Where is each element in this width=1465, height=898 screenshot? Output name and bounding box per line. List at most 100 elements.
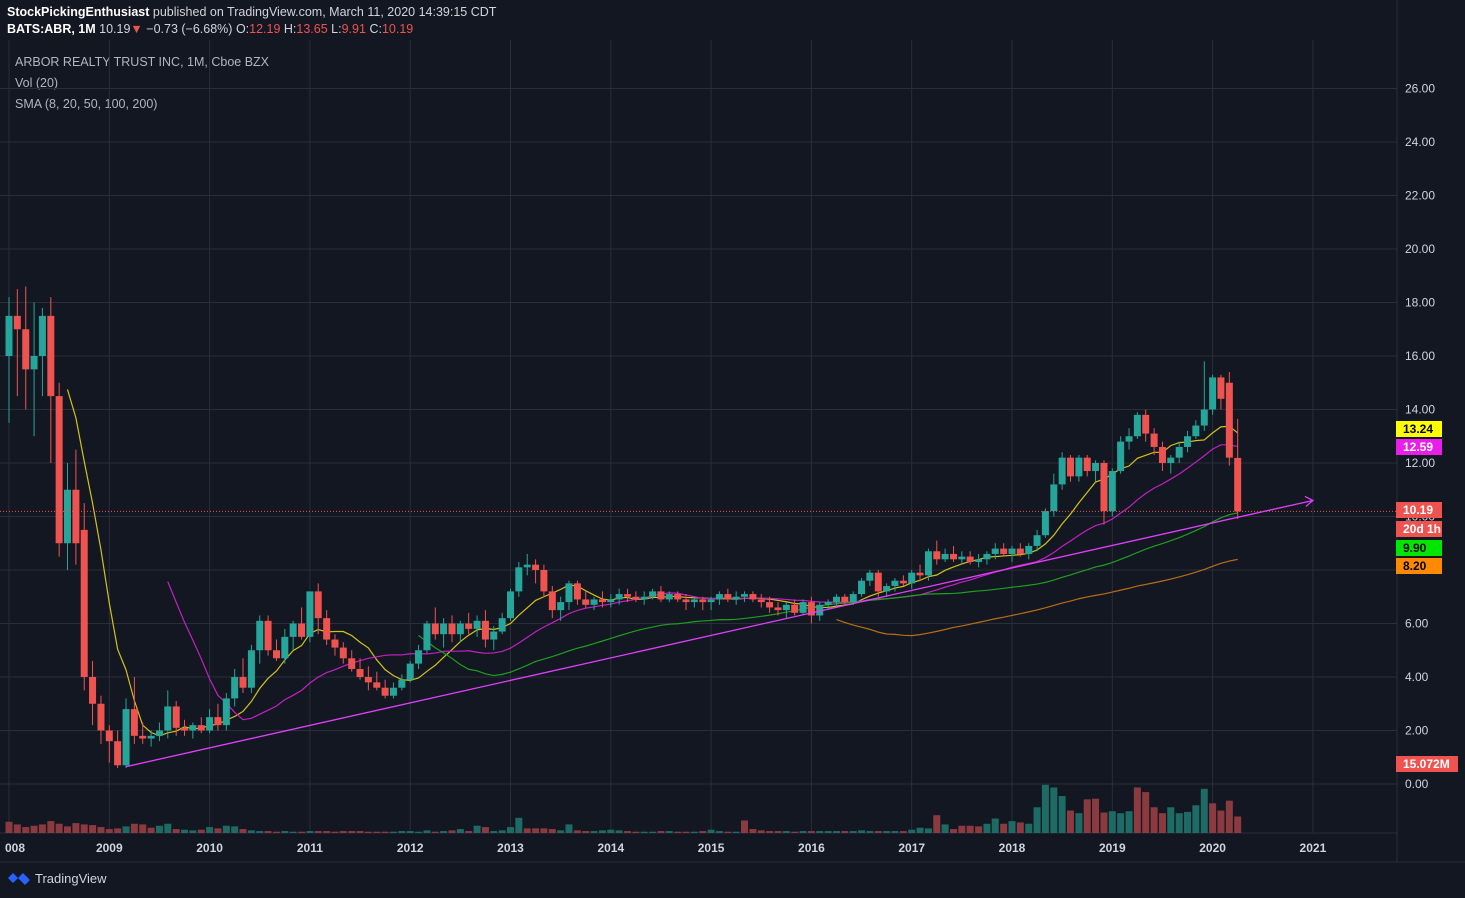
candle-body xyxy=(757,599,765,603)
candle-body xyxy=(548,591,556,611)
candle-body xyxy=(97,703,105,731)
candle-body xyxy=(532,564,540,570)
candle-body xyxy=(674,594,682,600)
candle-body xyxy=(373,682,381,688)
price-tag[interactable] xyxy=(1396,421,1442,437)
candle-body xyxy=(339,647,347,659)
candle-body xyxy=(941,553,949,560)
volume-bar xyxy=(398,831,406,833)
candle-body xyxy=(649,591,657,597)
volume-bar xyxy=(757,830,765,833)
tradingview-logo[interactable]: TradingView xyxy=(7,871,107,886)
candle-body xyxy=(197,725,205,731)
volume-bar xyxy=(498,830,506,833)
candle-body xyxy=(1016,548,1024,554)
candle-body xyxy=(991,548,999,554)
candle-body xyxy=(423,623,431,651)
trend-line[interactable] xyxy=(125,499,1314,768)
candle-body xyxy=(1234,457,1242,512)
volume-bar xyxy=(590,831,598,833)
candle-body xyxy=(47,315,55,397)
volume-bar xyxy=(941,824,949,833)
legend-sma[interactable]: SMA (8, 20, 50, 100, 200) xyxy=(15,97,158,111)
candle-body xyxy=(832,596,840,603)
candle-body xyxy=(590,599,598,605)
candle-body xyxy=(1142,414,1150,434)
volume-bar xyxy=(1217,810,1225,833)
candle-body xyxy=(624,594,632,597)
x-tick-label: 2019 xyxy=(1099,841,1126,855)
volume-bar xyxy=(415,831,423,833)
volume-bar xyxy=(732,831,740,833)
high-value: 13.65 xyxy=(296,22,328,36)
volume-bar xyxy=(63,826,71,833)
volume-bar xyxy=(1117,813,1125,833)
volume-bar xyxy=(239,829,247,833)
price-change: −0.73 (−6.68%) xyxy=(146,22,233,36)
volume-bar xyxy=(206,827,214,833)
volume-bar xyxy=(147,827,155,833)
price-tag[interactable] xyxy=(1396,756,1458,772)
candle-body xyxy=(1175,446,1183,458)
price-tag[interactable] xyxy=(1396,502,1442,518)
y-tick-label: 24.00 xyxy=(1405,135,1435,149)
author-name[interactable]: StockPickingEnthusiast xyxy=(7,5,150,19)
candle-body xyxy=(782,604,790,611)
volume-bar xyxy=(573,830,581,833)
candle-body xyxy=(950,553,958,560)
volume-bar xyxy=(657,831,665,833)
volume-bar xyxy=(373,831,381,833)
candle-body xyxy=(791,604,799,613)
volume-bar xyxy=(114,828,122,833)
price-tag[interactable] xyxy=(1396,558,1442,574)
x-tick-label: 2015 xyxy=(698,841,725,855)
volume-bar xyxy=(582,831,590,833)
volume-bar xyxy=(247,830,255,833)
volume-bar xyxy=(640,831,648,833)
candle-body xyxy=(298,623,306,637)
price-tag[interactable] xyxy=(1396,521,1442,537)
volume-bar xyxy=(1092,798,1100,833)
candle-body xyxy=(80,529,88,677)
volume-bar xyxy=(55,823,63,833)
volume-bar xyxy=(281,831,289,833)
candle-body xyxy=(398,679,406,688)
volume-bar xyxy=(431,831,439,833)
volume-bar xyxy=(1058,796,1066,833)
volume-bar xyxy=(632,831,640,833)
volume-bar xyxy=(565,824,573,833)
legend-series-title[interactable]: ARBOR REALTY TRUST INC, 1M, Cboe BZX xyxy=(15,55,270,69)
volume-bar xyxy=(5,821,13,833)
volume-bar xyxy=(724,831,732,833)
legend-volume[interactable]: Vol (20) xyxy=(15,76,59,90)
candle-body xyxy=(899,580,907,584)
volume-bar xyxy=(222,825,230,833)
price-tag[interactable] xyxy=(1396,439,1442,455)
volume-bar xyxy=(1192,805,1200,833)
candle-body xyxy=(306,591,314,637)
volume-bar xyxy=(975,826,983,833)
symbol-label[interactable]: BATS:ABR, 1M xyxy=(7,22,96,36)
candle-body xyxy=(130,709,138,736)
candle-body xyxy=(38,315,46,356)
y-tick-label: 2.00 xyxy=(1405,724,1429,738)
candle-body xyxy=(1108,471,1116,512)
price-tag[interactable] xyxy=(1396,540,1442,556)
volume-bar xyxy=(1175,813,1183,833)
volume-bar xyxy=(490,831,498,833)
volume-bar xyxy=(766,831,774,833)
published-text: published on TradingView.com, March 11, … xyxy=(152,5,497,19)
volume-bar xyxy=(924,828,932,833)
x-tick-label: 2013 xyxy=(497,841,524,855)
price-tag-label: 8.20 xyxy=(1403,559,1427,573)
candle-body xyxy=(498,618,506,632)
candle-body xyxy=(874,572,882,592)
volume-bar xyxy=(740,820,748,833)
volume-bar xyxy=(22,827,30,833)
volume-bar xyxy=(105,829,113,833)
candle-body xyxy=(63,489,71,544)
volume-bar xyxy=(256,831,264,833)
volume-bar xyxy=(782,831,790,833)
y-tick-label: 20.00 xyxy=(1405,242,1435,256)
